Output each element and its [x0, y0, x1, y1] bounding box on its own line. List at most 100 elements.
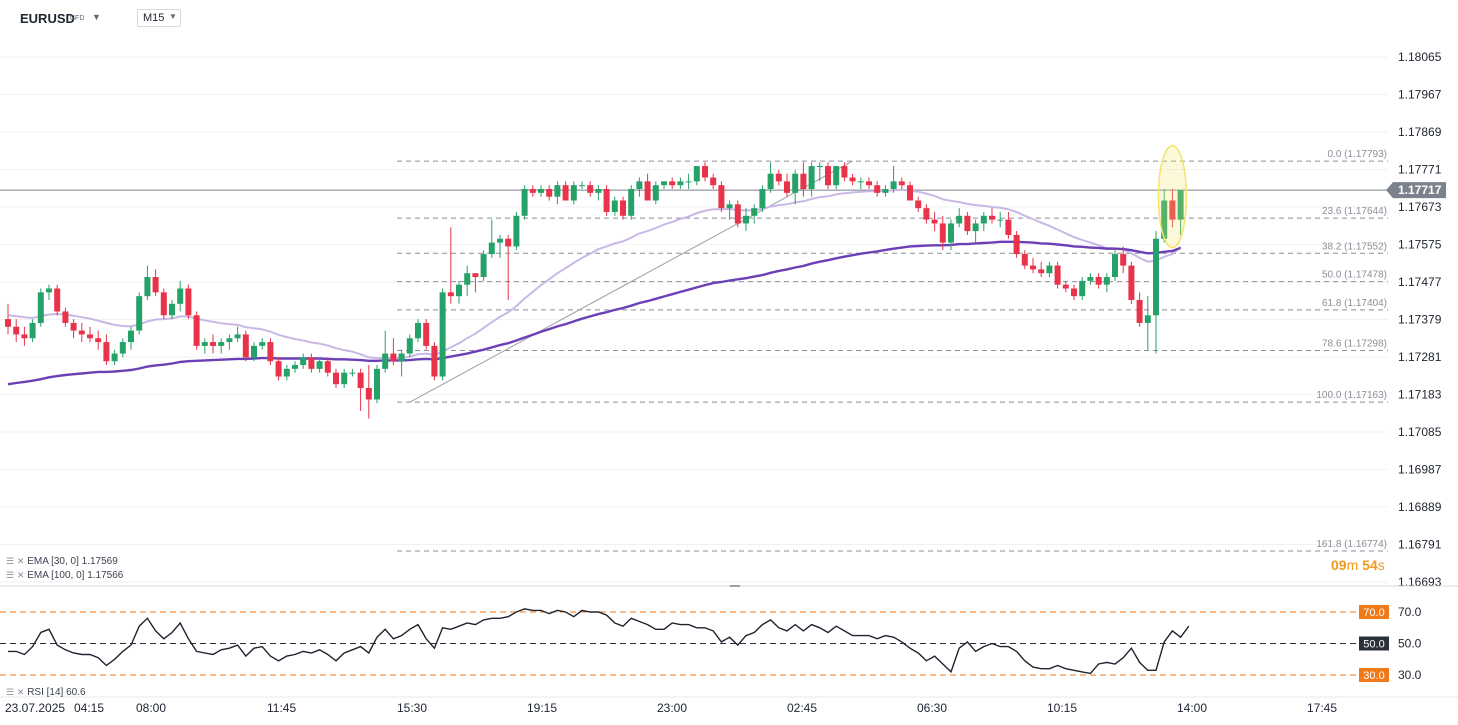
candle-body	[1136, 299, 1143, 323]
rsi-level-tag-label: 30.0	[1363, 670, 1384, 682]
candle-body	[808, 166, 815, 190]
symbol-selector[interactable]: EURUSD	[20, 11, 75, 26]
chevron-down-icon[interactable]: ▼	[92, 12, 101, 22]
candle-body	[46, 288, 52, 293]
fib-level-label: 100.0 (1.17163)	[1316, 390, 1387, 401]
candle-body	[1161, 200, 1168, 239]
chevron-down-icon: ▼	[169, 12, 177, 21]
rsi-level-tag	[1359, 636, 1389, 651]
candle-body	[685, 181, 692, 183]
candle-body	[1071, 288, 1077, 297]
candle-body	[882, 189, 889, 193]
candle-body	[119, 342, 126, 354]
candle-body	[13, 326, 20, 335]
candle-body	[472, 273, 479, 278]
candle-body	[1169, 200, 1176, 220]
candle-body	[308, 357, 315, 369]
candle-body	[480, 254, 487, 278]
candle-body	[488, 242, 495, 255]
candle-body	[923, 208, 930, 220]
timeframe-label: M15	[143, 12, 165, 24]
candle-body	[300, 357, 307, 366]
candle-body	[37, 292, 44, 323]
candle-body	[447, 292, 454, 297]
legend-rsi[interactable]: ☰ ✕ RSI [14] 60.6	[6, 687, 86, 698]
candle-body	[160, 292, 167, 316]
rsi-level-tag-label: 50.0	[1363, 639, 1384, 651]
candle-body	[792, 173, 799, 193]
candle-body	[283, 368, 290, 377]
candle-body	[579, 185, 585, 187]
candle-body	[554, 185, 561, 197]
candle-body	[136, 296, 143, 331]
candle-body	[1038, 269, 1045, 274]
candle-body	[275, 361, 282, 377]
close-icon[interactable]: ✕	[16, 687, 25, 697]
fib-level-label: 38.2 (1.17552)	[1322, 241, 1387, 252]
fib-level-label: 161.8 (1.16774)	[1316, 539, 1387, 550]
candle-body	[857, 181, 864, 183]
candle-body	[439, 292, 446, 377]
timeframe-selector[interactable]: M15 ▼	[137, 9, 181, 27]
candle-body	[95, 338, 102, 343]
candle-body	[628, 189, 635, 216]
candle-body	[513, 215, 520, 247]
close-icon[interactable]: ✕	[16, 556, 25, 566]
candle-body	[948, 223, 954, 243]
current-price-label: 1.17717	[1398, 183, 1442, 197]
price-tick-label: 1.17575	[1398, 238, 1442, 252]
candle-body	[5, 319, 11, 327]
close-icon[interactable]: ✕	[16, 570, 25, 580]
settings-icon[interactable]: ☰	[6, 570, 15, 580]
candle-body	[210, 342, 216, 346]
candle-body	[1005, 219, 1012, 235]
price-tick-label: 1.18065	[1398, 50, 1442, 64]
candle-body	[398, 353, 405, 362]
candle-body	[800, 173, 807, 190]
candle-body	[349, 372, 356, 374]
candle-body	[710, 177, 717, 186]
candle-body	[521, 189, 528, 216]
candle-body	[193, 315, 200, 346]
candle-body	[234, 334, 241, 339]
candle-body	[775, 173, 782, 182]
price-tick-label: 1.17967	[1398, 88, 1442, 102]
candle-body	[562, 185, 569, 201]
candle-body	[726, 204, 733, 209]
candle-body	[931, 219, 938, 224]
candle-body	[201, 342, 208, 346]
candle-body	[669, 181, 676, 186]
candle-body	[251, 345, 257, 358]
fib-level-label: 78.6 (1.17298)	[1322, 338, 1387, 349]
fib-level-label: 61.8 (1.17404)	[1322, 298, 1387, 309]
legend-ema30[interactable]: ☰ ✕ EMA [30, 0] 1.17569	[6, 556, 118, 567]
candle-body	[734, 204, 741, 224]
time-tick-label: 06:30	[917, 701, 947, 715]
candle-body	[128, 330, 134, 343]
fib-level-label: 50.0 (1.17478)	[1322, 270, 1387, 281]
ema30-legend-text: EMA [30, 0] 1.17569	[27, 556, 118, 567]
candle-body	[603, 189, 610, 212]
candle-body	[980, 215, 987, 224]
candle-body	[1120, 254, 1127, 266]
price-tick-label: 1.17673	[1398, 200, 1442, 214]
settings-icon[interactable]: ☰	[6, 556, 15, 566]
price-tick-label: 1.16889	[1398, 500, 1442, 514]
time-tick-label: 23.07.2025	[5, 701, 65, 715]
candle-body	[1128, 265, 1135, 300]
candle-body	[611, 200, 618, 212]
legend-ema100[interactable]: ☰ ✕ EMA [100, 0] 1.17566	[6, 570, 123, 581]
candle-body	[1112, 254, 1118, 278]
candle-body	[333, 372, 339, 385]
candle-body	[939, 223, 946, 243]
time-tick-label: 11:45	[267, 701, 296, 715]
candle-body	[538, 189, 544, 193]
countdown-seconds-unit: s	[1377, 557, 1385, 573]
countdown-minutes-unit: m	[1346, 557, 1359, 573]
candle-body	[702, 166, 708, 178]
settings-icon[interactable]: ☰	[6, 687, 15, 697]
candle-body	[915, 200, 922, 209]
candle-body	[365, 387, 372, 400]
price-tick-label: 1.16987	[1398, 463, 1442, 477]
